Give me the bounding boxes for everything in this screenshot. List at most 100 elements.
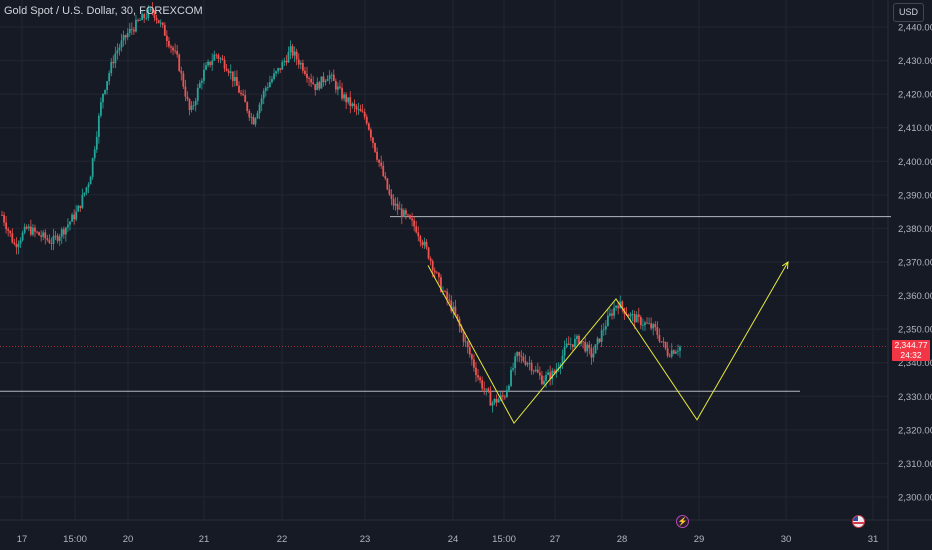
candle-body (629, 314, 632, 317)
candle-body (536, 369, 539, 373)
candle-body (139, 20, 141, 21)
horizontal-lines[interactable] (0, 216, 891, 392)
candle-body (81, 194, 84, 208)
price-tick-label: 2,420.00 (898, 90, 932, 101)
candle-body (132, 29, 135, 32)
candle-body (569, 344, 572, 346)
candle-body (543, 380, 545, 385)
candle-body (365, 116, 368, 124)
candle-body (588, 344, 591, 349)
candle-body (275, 71, 277, 74)
candle-body (95, 136, 98, 150)
candle-body (367, 123, 370, 130)
candle-body (497, 399, 500, 403)
candle-body (668, 355, 671, 357)
candle-body (378, 159, 381, 163)
price-tick-label: 2,360.00 (898, 291, 932, 302)
candle-body (184, 86, 187, 97)
chart-title: Gold Spot / U.S. Dollar, 30, FOREXCOM (4, 5, 203, 17)
candle-body (654, 324, 657, 328)
currency-button[interactable]: USD (893, 3, 924, 22)
projection-path[interactable] (427, 261, 789, 425)
candle-body (304, 70, 306, 74)
price-tick-label: 2,320.00 (898, 425, 932, 436)
candle-body (180, 70, 183, 74)
candle-body (67, 224, 69, 228)
candle-body (46, 238, 49, 240)
candle-body (306, 73, 308, 79)
candle-body (32, 227, 34, 235)
candle-body (487, 388, 490, 393)
candle-body (281, 61, 284, 70)
time-tick-label: 27 (550, 534, 561, 545)
candle-body (656, 327, 659, 336)
candle-body (256, 113, 259, 119)
candle-body (580, 341, 582, 344)
candle-body (526, 363, 529, 365)
candle-body (423, 241, 426, 246)
bar-countdown: 24:32 (900, 350, 922, 360)
candle-body (102, 93, 104, 103)
price-tick-label: 2,310.00 (898, 459, 932, 470)
candle-body (147, 9, 150, 19)
candle-body (598, 338, 601, 342)
candle-body (110, 61, 113, 74)
candle-body (347, 97, 350, 103)
candle-body (516, 352, 519, 357)
candle-body (118, 47, 121, 51)
candle-body (351, 103, 354, 106)
candle-body (538, 372, 541, 376)
candle-body (677, 350, 679, 352)
candle-body (499, 395, 502, 400)
candle-body (246, 102, 249, 111)
candle-body (161, 22, 164, 26)
candle-body (36, 231, 38, 233)
candles (1, 2, 681, 413)
time-tick-label: 28 (617, 534, 628, 545)
candle-body (100, 102, 102, 116)
candle-body (279, 68, 282, 70)
candle-body (429, 258, 432, 262)
candle-body (73, 214, 76, 220)
candle-body (227, 70, 230, 73)
candle-body (652, 324, 655, 329)
flash-icon[interactable]: ⚡ (676, 515, 689, 528)
candle-body (79, 205, 82, 208)
candle-body (501, 395, 504, 397)
candle-body (285, 60, 288, 63)
candle-body (512, 368, 514, 370)
candle-body (289, 46, 292, 53)
candle-body (213, 54, 216, 61)
candle-body (520, 355, 523, 357)
us-flag-icon[interactable] (852, 515, 865, 528)
candle-body (392, 198, 395, 206)
candle-body (322, 76, 325, 83)
candle-body (341, 87, 343, 99)
candle-body (596, 338, 599, 345)
candle-body (384, 175, 387, 179)
candle-body (454, 306, 457, 315)
candle-body (316, 82, 319, 91)
time-axis[interactable]: 17 15:00 20 21 22 23 24 15:00 27 28 29 30 31 (17, 534, 879, 545)
candle-body (15, 244, 18, 248)
candle-body (69, 221, 71, 225)
candle-body (190, 105, 193, 110)
candle-body (631, 314, 634, 315)
candle-body (141, 14, 144, 21)
price-tick-label: 2,370.00 (898, 258, 932, 269)
candle-body (260, 98, 263, 105)
candle-body (328, 75, 331, 80)
candle-body (475, 367, 477, 376)
candle-body (415, 226, 418, 233)
price-axis[interactable]: 2,300.00 2,310.00 2,320.00 2,330.00 2,340.00… (898, 23, 932, 504)
candle-body (143, 14, 146, 19)
candle-body (411, 218, 413, 221)
candle-body (440, 277, 442, 292)
candle-body (551, 370, 554, 380)
candle-body (503, 396, 506, 398)
candle-body (670, 350, 673, 357)
candle-body (178, 54, 181, 71)
candle-body (238, 85, 240, 93)
candle-body (464, 341, 467, 343)
